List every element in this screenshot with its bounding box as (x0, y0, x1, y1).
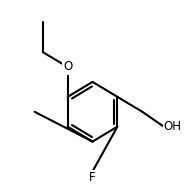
Text: O: O (63, 60, 72, 74)
Text: F: F (89, 171, 96, 184)
Text: OH: OH (164, 120, 182, 133)
